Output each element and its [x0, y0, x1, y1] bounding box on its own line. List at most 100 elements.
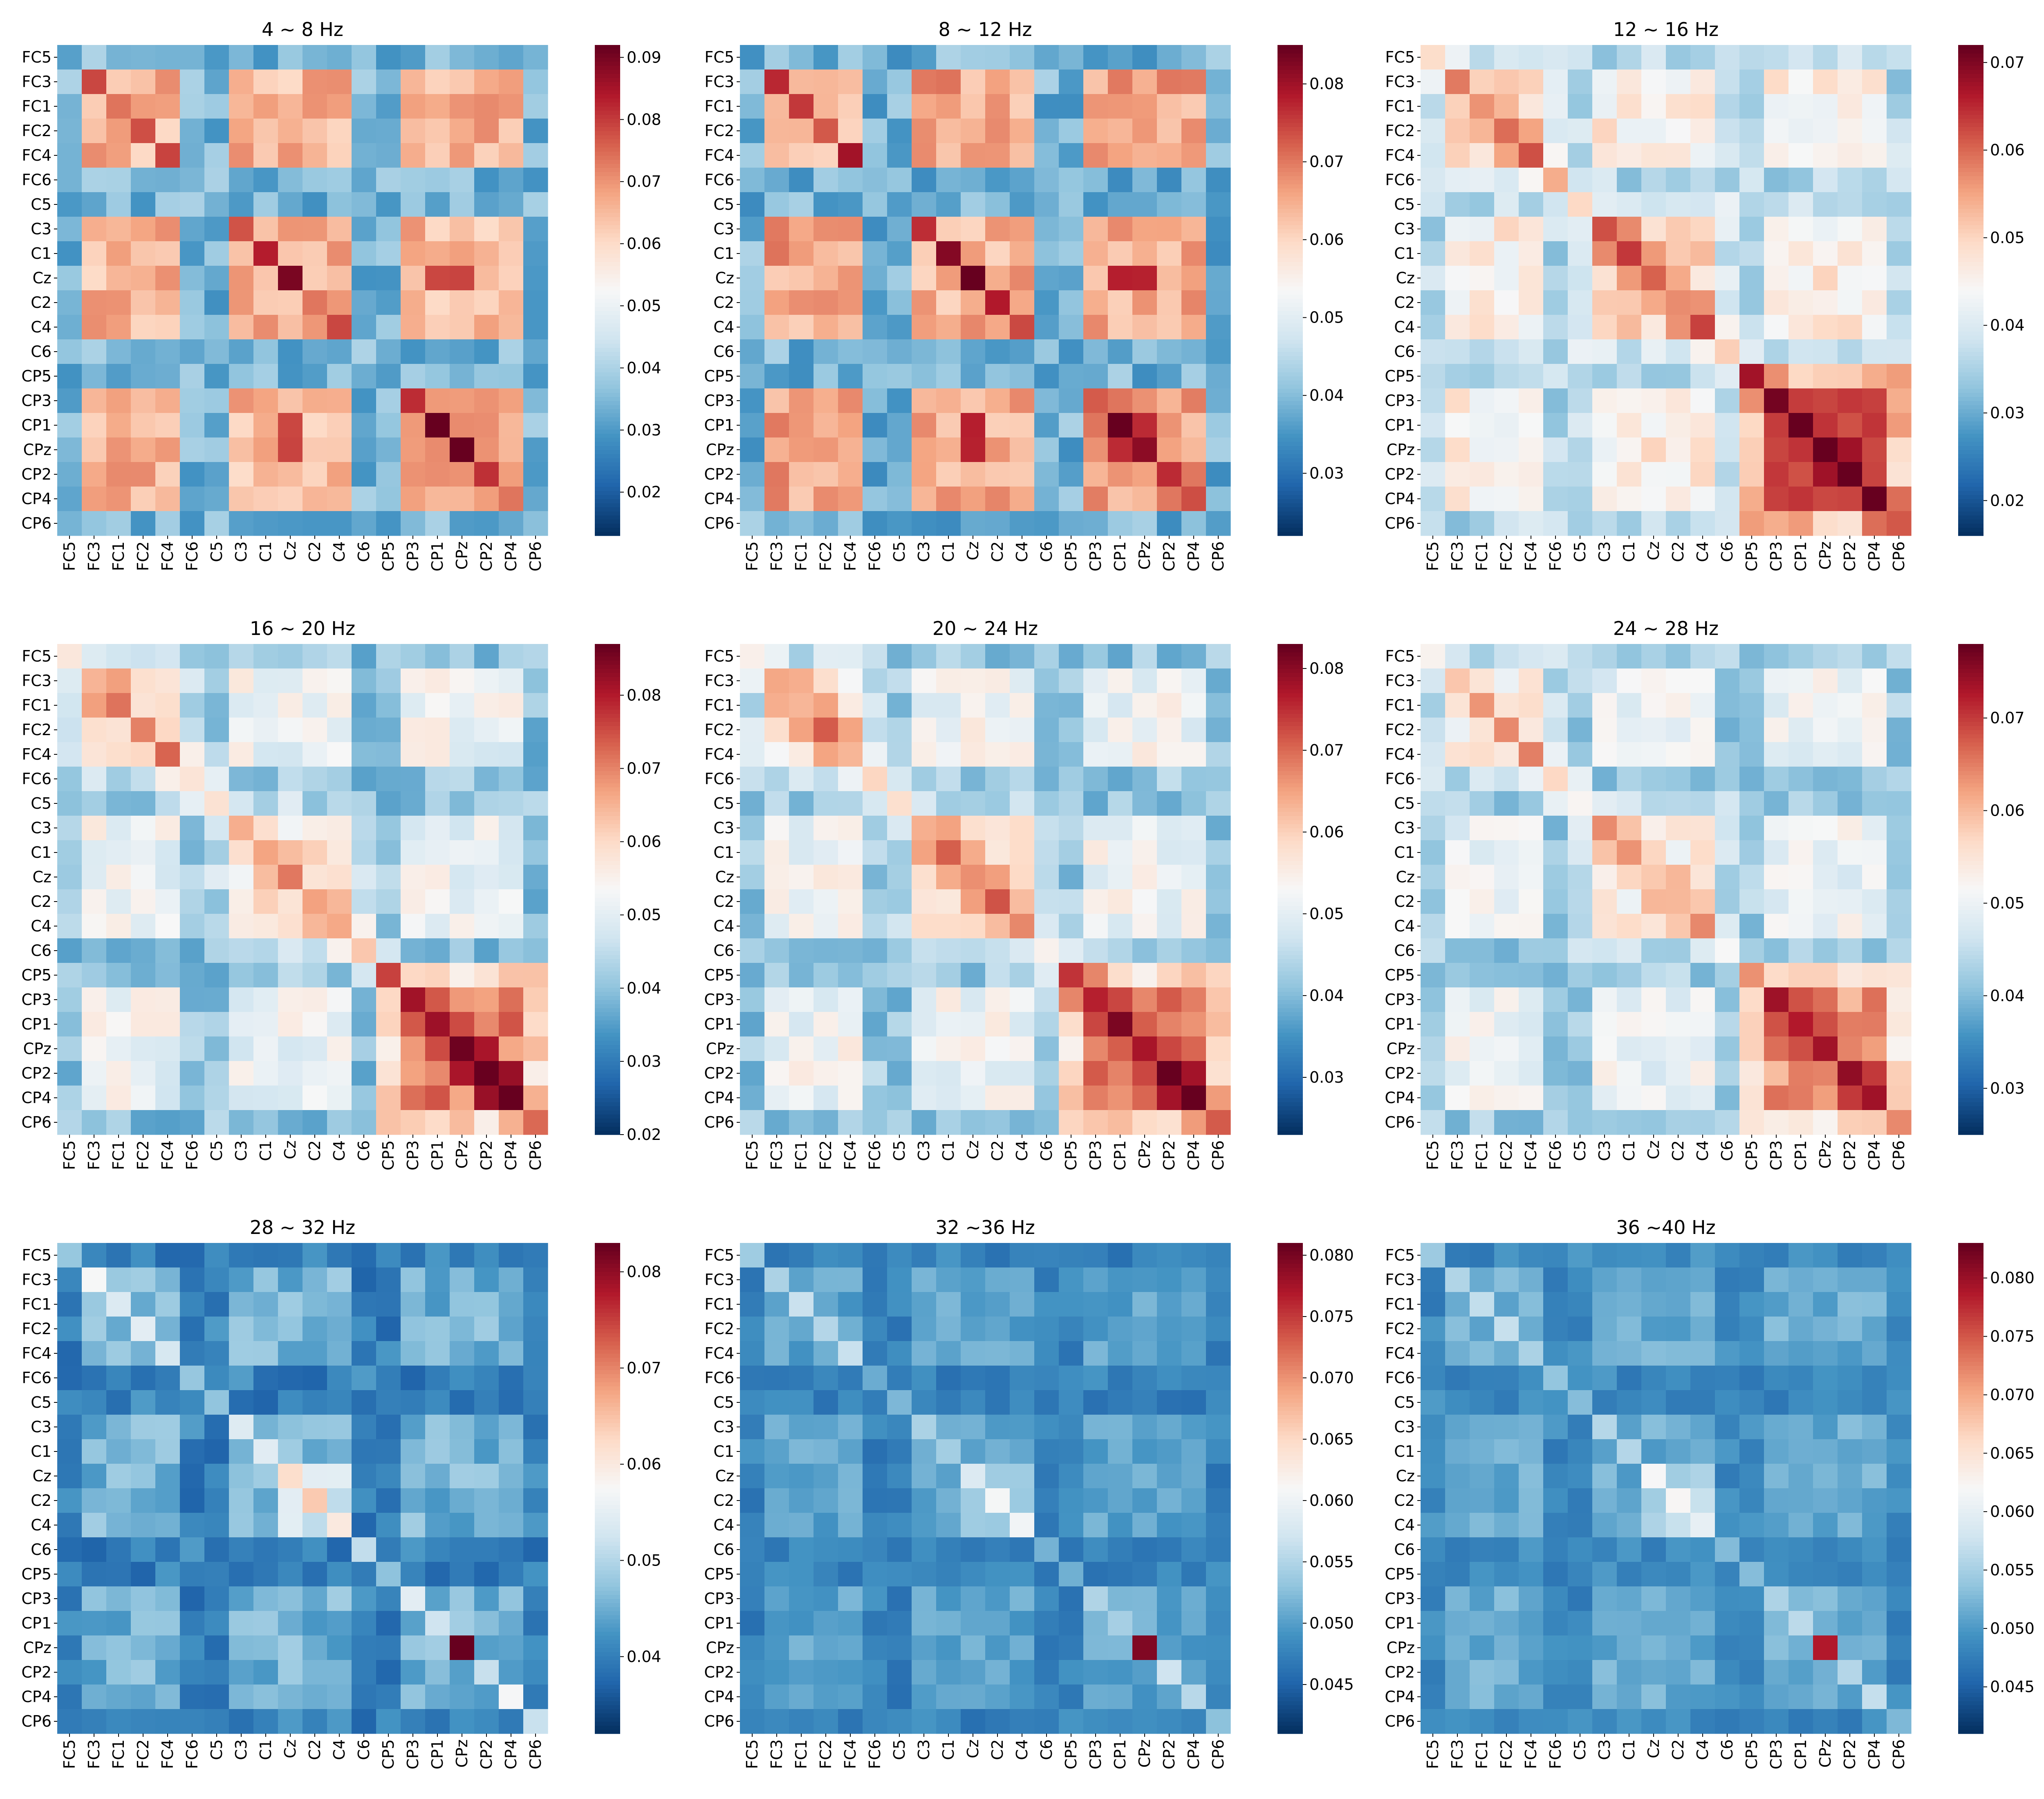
heatmap-cell [278, 94, 303, 119]
heatmap-cell [474, 1415, 499, 1440]
heatmap-cell [155, 1267, 180, 1292]
y-tick-label: FC3 [22, 672, 52, 690]
heatmap-cell [1739, 987, 1764, 1012]
x-tick-label: C4 [330, 541, 348, 562]
heatmap-cell [1108, 315, 1133, 340]
heatmap-cell [180, 938, 205, 963]
heatmap-cell [155, 767, 180, 792]
y-tick-label: CP6 [1385, 1113, 1415, 1131]
heatmap-cell [204, 963, 229, 988]
y-tick-label: CP5 [21, 966, 52, 984]
heatmap-cell [253, 791, 278, 816]
colorbar-segment [1958, 1045, 1983, 1049]
colorbar-segment [1278, 1366, 1303, 1370]
colorbar-segment [1958, 253, 1983, 258]
heatmap-cell [1617, 1012, 1642, 1037]
heatmap-cell [1494, 1267, 1519, 1292]
colorbar-segment [1958, 660, 1983, 665]
y-tick-label: CP4 [1385, 490, 1415, 508]
heatmap-cell [155, 1317, 180, 1341]
colorbar-tick-label: 0.07 [627, 759, 661, 777]
heatmap-cell [327, 1415, 352, 1440]
heatmap-cell [425, 1513, 450, 1538]
heatmap-cell [1641, 1243, 1666, 1268]
x-tick-label: C2 [1669, 541, 1687, 562]
heatmap-cell [1764, 217, 1789, 242]
colorbar-tick-label: 0.03 [1309, 464, 1344, 482]
heatmap-cell [131, 644, 156, 669]
colorbar-segment [1278, 1114, 1303, 1119]
heatmap-cell [1206, 119, 1231, 144]
heatmap-cell [814, 437, 838, 462]
colorbar-segment [1958, 454, 1983, 458]
heatmap-cell [499, 1036, 524, 1061]
colorbar-segment [1278, 775, 1303, 779]
colorbar-segment [595, 1721, 620, 1726]
heatmap-cell [425, 1611, 450, 1636]
heatmap-cell [253, 1366, 278, 1391]
heatmap-cell [1617, 413, 1642, 438]
heatmap-cell [1157, 742, 1182, 767]
heatmap-cell [180, 1660, 205, 1685]
y-tick-label: CP6 [21, 1113, 52, 1131]
colorbar-segment [1958, 237, 1983, 242]
heatmap-cell [1181, 1415, 1206, 1440]
heatmap-cell [1813, 767, 1838, 792]
heatmap-cell [204, 840, 229, 865]
colorbar-segment [1278, 217, 1303, 221]
heatmap-cell [450, 290, 475, 315]
y-tick-label: FC3 [1385, 73, 1415, 91]
heatmap-cell [1862, 718, 1887, 742]
x-tick-label: Cz [281, 1140, 299, 1159]
heatmap-cell [814, 1488, 838, 1513]
heatmap-cell [1813, 914, 1838, 939]
heatmap-cell [814, 1709, 838, 1734]
colorbar-segment [1278, 433, 1303, 438]
heatmap-cell [106, 462, 131, 487]
heatmap-cell [1715, 388, 1740, 413]
heatmap-cell [1519, 914, 1544, 939]
heatmap-cell [425, 1267, 450, 1292]
heatmap-cell [764, 1243, 789, 1268]
heatmap-cell [376, 1611, 401, 1636]
y-tick-label: C3 [713, 1418, 734, 1436]
heatmap-cell [1157, 487, 1182, 511]
heatmap-cell [789, 266, 814, 291]
heatmap-cell [1641, 143, 1666, 168]
heatmap-cell [450, 413, 475, 438]
heatmap-cell [82, 1439, 107, 1464]
heatmap-cell [155, 94, 180, 119]
heatmap-cell [887, 1267, 912, 1292]
heatmap-cell [499, 1464, 524, 1489]
heatmap-cell [450, 767, 475, 792]
heatmap-cell [1666, 938, 1691, 963]
heatmap-cell [1788, 45, 1813, 70]
colorbar-segment [1278, 1533, 1303, 1538]
heatmap-cell [1157, 413, 1182, 438]
colorbar-segment [1958, 828, 1983, 832]
heatmap-cell [912, 364, 937, 389]
colorbar-segment [1958, 209, 1983, 213]
y-tick-label: C6 [713, 1541, 734, 1559]
y-tick-label: C3 [31, 220, 52, 238]
colorbar-segment [1958, 910, 1983, 914]
heatmap-cell [523, 1317, 548, 1341]
heatmap-cell [450, 339, 475, 364]
heatmap-cell [838, 914, 863, 939]
heatmap-cell [887, 45, 912, 70]
heatmap-cell [1157, 1635, 1182, 1660]
colorbar-segment [595, 217, 620, 221]
heatmap-cell [1592, 865, 1617, 890]
heatmap-cell [764, 938, 789, 963]
heatmap-cell [1421, 143, 1446, 168]
heatmap-cell [523, 241, 548, 266]
heatmap-cell [764, 1537, 789, 1562]
heatmap-cell [936, 1243, 961, 1268]
heatmap-cell [1666, 791, 1691, 816]
heatmap-cell [1617, 437, 1642, 462]
heatmap-cell [1010, 364, 1035, 389]
colorbar-segment [1958, 1073, 1983, 1078]
heatmap-cell [814, 70, 838, 94]
heatmap-cell [1887, 914, 1912, 939]
heatmap-cell [229, 94, 254, 119]
